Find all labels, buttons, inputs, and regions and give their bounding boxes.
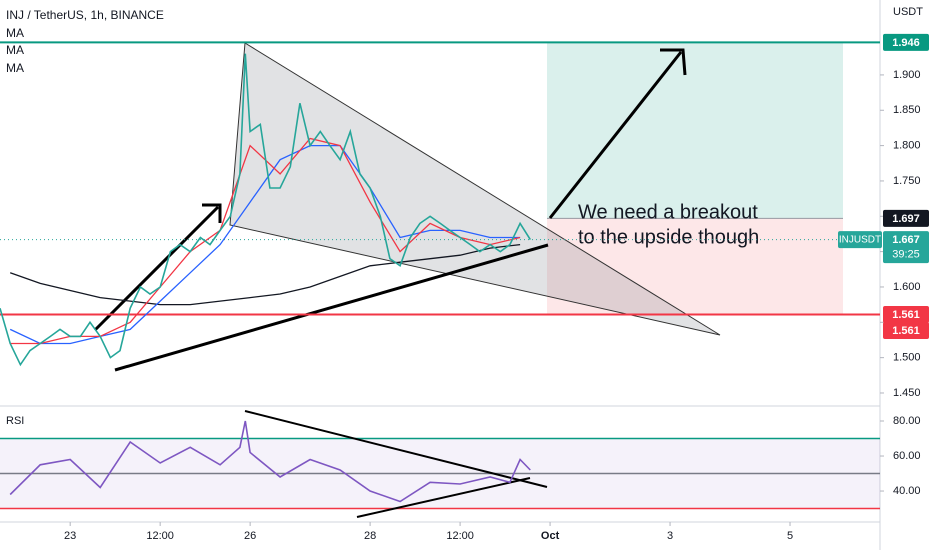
price-label-box — [883, 33, 929, 51]
drawings — [93, 42, 721, 518]
price-label-box — [883, 209, 929, 227]
y-tick-label: 1.600 — [893, 281, 921, 293]
price-label: 1.561 — [892, 325, 920, 337]
price-label-box — [883, 306, 929, 324]
series-line — [9, 144, 521, 345]
x-tick-label: 23 — [64, 530, 76, 542]
price-label: 1.561 — [892, 309, 920, 321]
chart-title: INJ / TetherUS, 1h, BINANCE — [6, 8, 164, 22]
y-tick-label: 1.450 — [893, 387, 921, 399]
x-tick-label: 28 — [364, 530, 376, 542]
legend-entry: MA — [6, 43, 24, 57]
target-zone — [547, 42, 843, 219]
x-tick-label: 3 — [667, 530, 673, 542]
symbol-label: INJUSDT — [839, 235, 881, 246]
x-tick-label: 26 — [244, 530, 256, 542]
arrow-head — [660, 48, 687, 76]
price-label-box — [883, 231, 929, 264]
x-tick-label: 12:00 — [446, 530, 474, 542]
annotation: to the upside though — [578, 226, 759, 248]
rsi-trend-line — [244, 410, 548, 488]
series-line — [9, 243, 521, 306]
y-tick-label: 80.00 — [893, 415, 921, 427]
x-tick-label: 12:00 — [146, 530, 174, 542]
arrow — [93, 205, 220, 332]
y-tick-label: 1.500 — [893, 352, 921, 364]
stop-zone — [547, 218, 843, 315]
y-tick-label: 60.00 — [893, 450, 921, 462]
series-line — [9, 420, 531, 503]
legend-entry: MA — [6, 26, 24, 40]
y-tick-label: 1.800 — [893, 140, 921, 152]
price-label: 1.667 — [892, 234, 920, 246]
price-label: 1.697 — [892, 213, 920, 225]
arrow-head — [202, 203, 222, 223]
series-line — [0, 53, 531, 367]
price-label-box — [883, 322, 929, 340]
annotation: We need a breakout — [578, 201, 758, 223]
rsi-title: RSI — [6, 415, 24, 427]
rsi-trend-line — [356, 477, 531, 518]
arrow — [548, 51, 683, 219]
currency-label: USDT — [893, 6, 923, 18]
countdown: 39:25 — [892, 249, 920, 261]
y-tick-label: 1.900 — [893, 69, 921, 81]
y-tick-label: 40.00 — [893, 485, 921, 497]
trend-line — [114, 243, 549, 372]
legend-entry: MA — [6, 61, 24, 75]
y-tick-label: 1.750 — [893, 175, 921, 187]
x-tick-label: 5 — [787, 530, 793, 542]
y-tick-label: 1.850 — [893, 104, 921, 116]
symbol-box — [838, 231, 882, 249]
triangle-pattern — [229, 42, 721, 336]
x-tick-label: Oct — [541, 530, 560, 542]
price-label: 1.946 — [892, 37, 920, 49]
